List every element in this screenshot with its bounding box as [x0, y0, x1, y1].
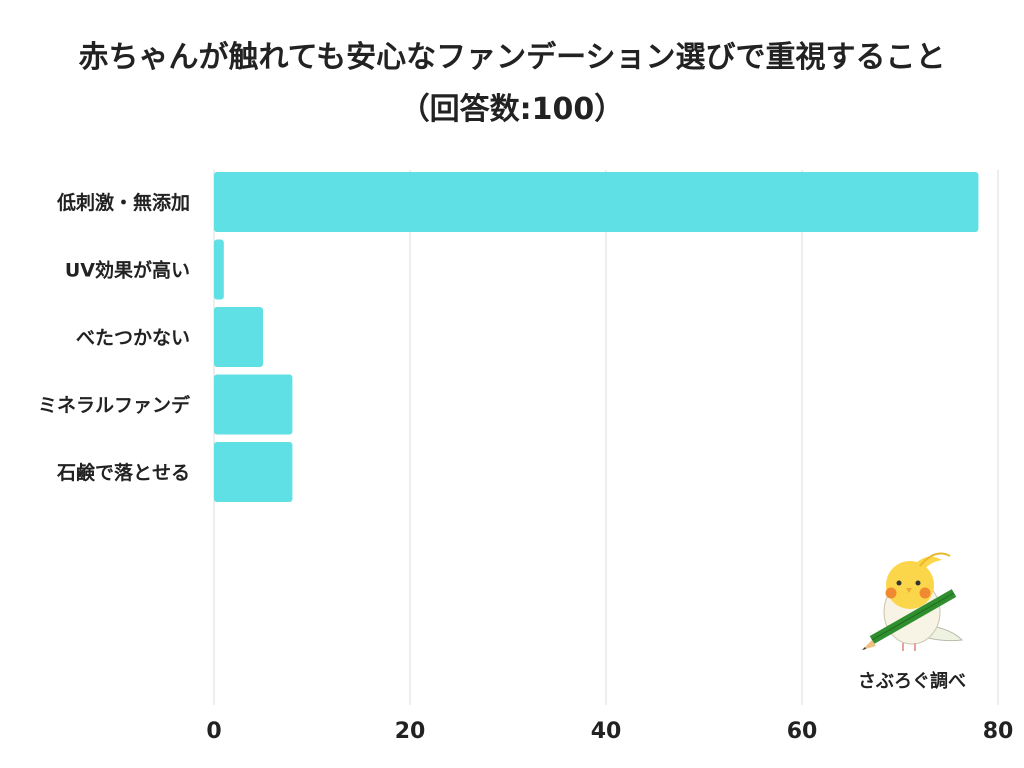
x-tick-label: 20	[395, 719, 426, 744]
x-tick-label: 0	[206, 719, 221, 744]
chart-title: 赤ちゃんが触れても安心なファンデーション選びで重視すること	[78, 40, 946, 75]
bar	[214, 172, 979, 232]
x-tick-label: 40	[591, 719, 622, 744]
bars	[214, 172, 979, 502]
bar	[214, 239, 224, 300]
category-label: UV効果が高い	[65, 259, 190, 282]
x-tick-label: 60	[787, 719, 818, 744]
category-label: 低刺激・無添加	[56, 191, 190, 214]
category-label: べたつかない	[76, 327, 190, 349]
grid-lines	[213, 170, 999, 705]
x-axis-ticks: 0 20 40 60 80	[206, 719, 1013, 744]
category-label: 石鹸で落とせる	[56, 461, 190, 484]
credit-label: さぶろぐ調べ	[858, 670, 966, 692]
chart-subtitle: （回答数:100）	[399, 92, 625, 127]
mascot-icon	[862, 552, 964, 651]
category-label: ミネラルファンデ	[38, 394, 191, 417]
bar	[214, 307, 263, 367]
bar	[214, 442, 293, 502]
bar	[214, 374, 293, 435]
x-tick-label: 80	[983, 719, 1014, 744]
